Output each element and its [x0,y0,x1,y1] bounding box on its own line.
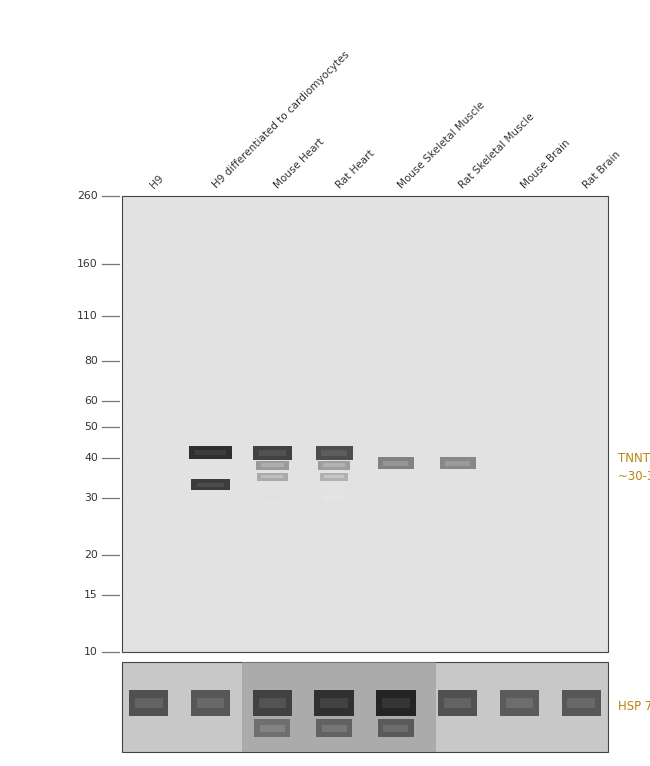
Text: TNNT2
~30-35 kDa: TNNT2 ~30-35 kDa [618,452,650,483]
Bar [191,690,230,715]
Bar [254,719,291,737]
Text: 60: 60 [84,396,98,406]
Text: Mouse Brain: Mouse Brain [519,137,572,190]
Text: 10: 10 [84,647,98,657]
Bar [259,698,286,708]
Text: Rat Skeletal Muscle: Rat Skeletal Muscle [458,111,537,190]
Bar [195,450,226,456]
Bar [122,662,608,752]
Bar [323,463,345,467]
Text: 20: 20 [84,550,98,560]
Text: HSP 70: HSP 70 [618,700,650,713]
Text: H9: H9 [149,173,166,190]
Text: H9 differentiated to cardiomyocytes: H9 differentiated to cardiomyocytes [211,50,351,190]
Text: Rat Brain: Rat Brain [581,149,622,190]
Bar [378,719,414,737]
Bar [259,450,286,456]
Bar [440,457,476,470]
Bar [444,698,471,708]
Bar [322,725,346,732]
Bar [261,463,284,467]
Text: 110: 110 [77,312,98,322]
Text: 50: 50 [84,422,98,432]
Text: Mouse Heart: Mouse Heart [272,136,326,190]
Text: 40: 40 [84,453,98,463]
Bar [320,698,348,708]
Bar [261,475,283,478]
Bar [445,461,470,466]
Bar [191,480,230,490]
Bar [506,698,533,708]
Bar [135,698,162,708]
Bar [324,496,344,501]
Bar [197,483,224,487]
Bar [129,690,168,715]
Bar [253,446,292,460]
Bar [197,698,224,708]
Bar [321,450,347,456]
Text: Mouse Skeletal Muscle: Mouse Skeletal Muscle [396,100,486,190]
Bar [318,460,350,470]
Bar [262,496,283,501]
Bar [567,698,595,708]
Bar [122,196,608,652]
Bar [562,690,601,715]
Bar [324,475,344,478]
Bar [315,446,353,460]
Bar [384,461,408,466]
Bar [316,719,352,737]
Bar [255,460,289,470]
Text: Rat Heart: Rat Heart [334,148,376,190]
Bar [188,447,233,460]
Bar [320,473,348,480]
Bar [382,698,410,708]
Bar [253,690,292,715]
Text: 30: 30 [84,493,98,503]
Bar [378,457,414,470]
Text: 160: 160 [77,259,98,269]
Text: 80: 80 [84,356,98,366]
Bar [500,690,539,715]
Bar [242,662,436,752]
Bar [260,725,285,732]
Bar [376,690,415,715]
Bar [384,725,408,732]
Text: 15: 15 [84,591,98,601]
Bar [438,690,477,715]
Bar [257,473,288,480]
Bar [315,690,354,715]
Text: 260: 260 [77,191,98,201]
